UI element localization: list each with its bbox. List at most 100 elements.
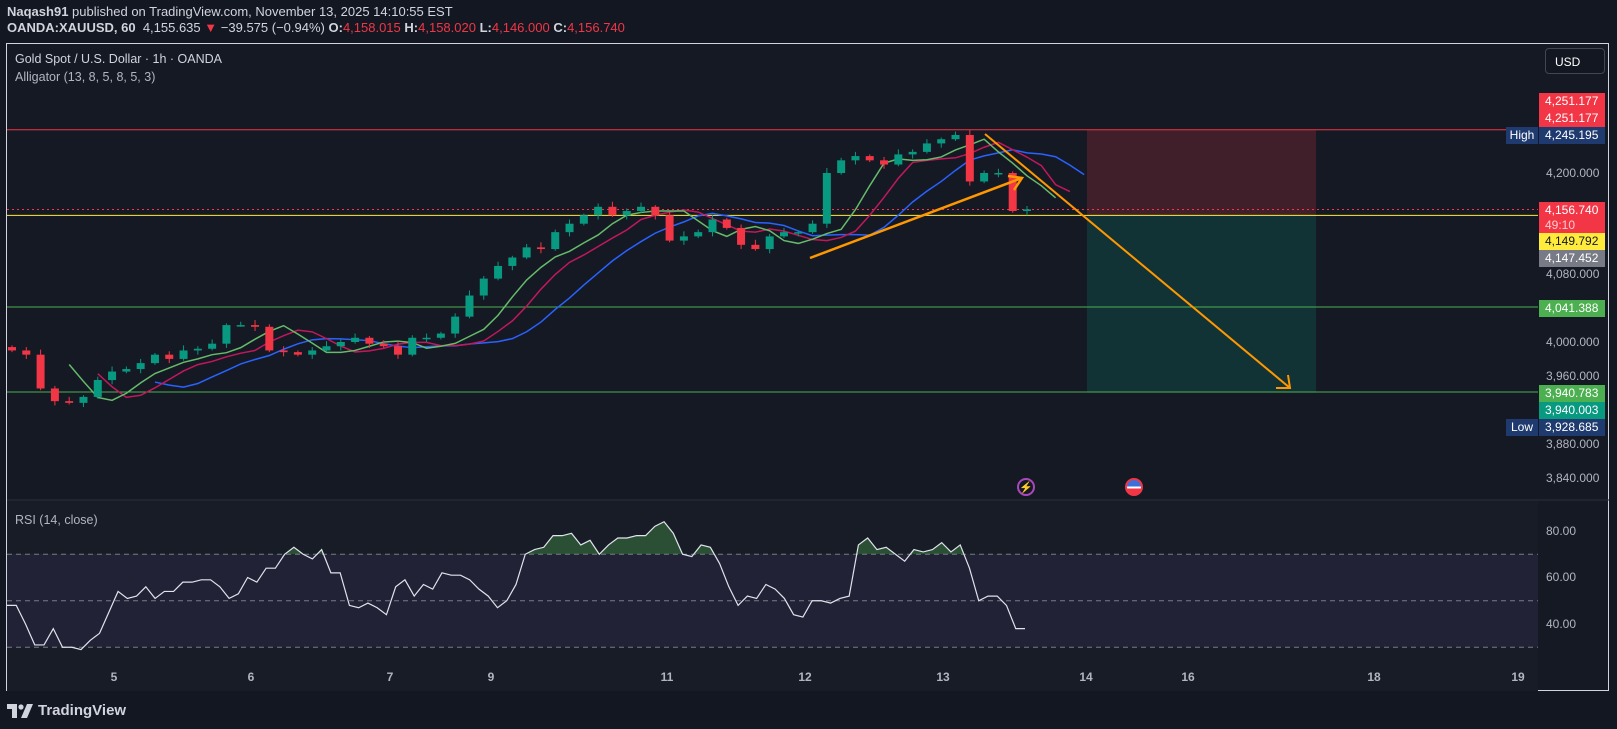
candle-body	[451, 316, 460, 334]
candle-body	[408, 337, 417, 355]
candle-body	[351, 337, 360, 342]
price-tick: 3,960.000	[1546, 369, 1600, 383]
tradingview-logo-icon	[7, 703, 33, 718]
candle-body	[479, 278, 488, 296]
support-line-label: 4,041.388	[1539, 300, 1605, 317]
candle-body	[208, 343, 217, 349]
candle-body	[236, 325, 245, 327]
candle-body	[765, 236, 774, 250]
projection-arrow	[984, 133, 1291, 389]
us-flag-icon[interactable]	[1125, 478, 1143, 496]
rsi-legend[interactable]: RSI (14, close)	[15, 513, 98, 527]
candle-body	[336, 342, 345, 347]
currency-button[interactable]: USD	[1545, 48, 1605, 74]
time-tick: 18	[1367, 670, 1381, 684]
candle-body	[637, 206, 646, 212]
time-tick: 6	[247, 670, 255, 684]
alligator-jaw-line	[154, 149, 1085, 388]
candle-body	[308, 350, 317, 355]
candle-body	[980, 173, 989, 182]
candle-body	[579, 215, 588, 224]
chart-title: Gold Spot / U.S. Dollar · 1h · OANDA	[15, 52, 223, 66]
yellow-line-label: 4,149.792	[1539, 233, 1605, 250]
time-tick: 5	[110, 670, 118, 684]
candle-body	[22, 350, 31, 355]
candle-body	[665, 215, 674, 241]
candle-body	[393, 346, 402, 355]
candle-body	[36, 354, 45, 389]
rsi-tick: 80.00	[1546, 524, 1577, 538]
candle-body	[465, 295, 474, 317]
candle-body	[436, 333, 445, 338]
candle-body	[165, 354, 174, 359]
candle-body	[65, 401, 74, 403]
candle-body	[694, 232, 703, 237]
lightning-icon[interactable]: ⚡	[1017, 478, 1035, 496]
high-value: 4,158.020	[418, 20, 476, 35]
candle-body	[179, 350, 188, 359]
candle-body	[365, 337, 374, 344]
trendline-up-arrowhead	[1007, 174, 1025, 191]
candle-body	[508, 257, 517, 266]
open-label: O:	[328, 20, 343, 35]
stop-zone	[1087, 129, 1316, 216]
close-value: 4,156.740	[567, 20, 625, 35]
rsi-tick: 40.00	[1546, 617, 1577, 631]
trendline-up	[809, 176, 1023, 260]
rsi-line	[7, 520, 1025, 651]
symbol: OANDA:XAUUSD, 60	[7, 20, 136, 35]
high-tag: High	[1506, 127, 1538, 144]
time-tick: 7	[386, 670, 394, 684]
candle-body	[108, 371, 117, 381]
candle-body	[880, 160, 889, 165]
author[interactable]: Naqash91	[7, 4, 69, 19]
candle-body	[837, 160, 846, 173]
candle-body	[894, 154, 903, 165]
candle-body	[251, 325, 260, 327]
time-tick: 16	[1181, 670, 1195, 684]
alligator-legend[interactable]: Alligator (13, 8, 5, 8, 5, 3)	[15, 70, 156, 84]
projection-arrowhead	[1276, 374, 1292, 389]
tradingview-logo[interactable]: TradingView	[7, 702, 126, 719]
price-tick: 4,080.000	[1546, 267, 1600, 281]
candle-body	[122, 369, 131, 372]
candle-body	[651, 206, 660, 216]
open-value: 4,158.015	[342, 20, 401, 35]
candle-body	[737, 227, 746, 245]
close-label: C:	[553, 20, 568, 35]
alligator-lips-line	[68, 138, 1057, 402]
candle-body	[808, 223, 817, 233]
candle-body	[322, 346, 331, 351]
low-value: 4,146.000	[491, 20, 550, 35]
candle-body	[679, 236, 688, 241]
price-tick: 4,000.000	[1546, 335, 1600, 349]
candle-body	[822, 173, 831, 224]
candle-body	[293, 352, 302, 355]
stop-line-label: 4,251.177	[1539, 110, 1605, 127]
price-change: −39.575 (−0.94%)	[220, 20, 325, 35]
candle-body	[422, 337, 431, 340]
time-tick: 12	[798, 670, 812, 684]
candle-body	[865, 156, 874, 161]
time-tick: 14	[1079, 670, 1093, 684]
high-label: 4,245.195	[1539, 127, 1605, 144]
target-price-label: 3,940.003	[1539, 402, 1605, 419]
target-line-label: 3,940.783	[1539, 385, 1605, 402]
candle-body	[794, 232, 803, 234]
rsi-tick: 60.00	[1546, 570, 1577, 584]
low-label: 3,928.685	[1539, 419, 1605, 436]
publish-info: Naqash91 published on TradingView.com, N…	[7, 4, 453, 19]
time-tick: 19	[1511, 670, 1525, 684]
bar-countdown: 49:10	[1539, 217, 1605, 234]
time-tick: 11	[660, 670, 674, 684]
candle-body	[965, 134, 974, 182]
rsi-pane	[7, 500, 1538, 691]
alligator-teeth-line	[97, 141, 1071, 399]
candle-body	[551, 232, 560, 250]
candle-body	[908, 151, 917, 155]
candle-body	[522, 247, 531, 258]
brand-name: TradingView	[38, 702, 127, 719]
candle-body	[79, 396, 88, 403]
low-label: L:	[479, 20, 492, 35]
